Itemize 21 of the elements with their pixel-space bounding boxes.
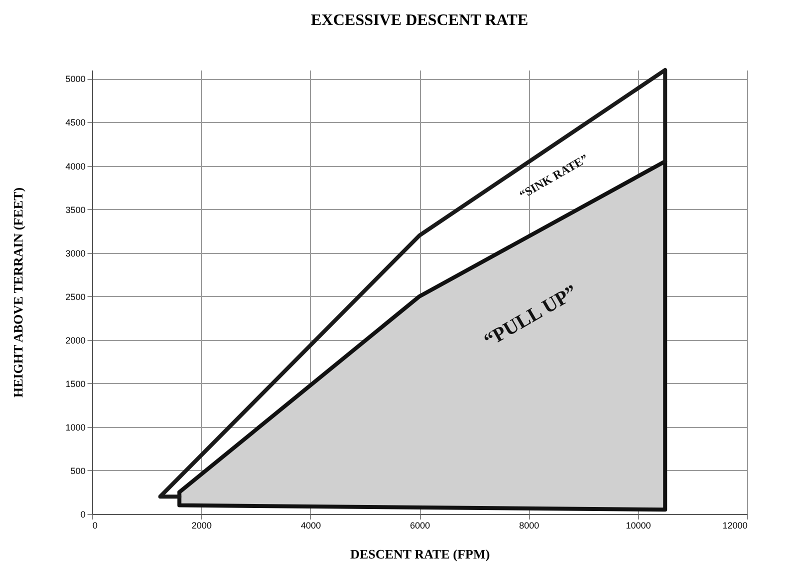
y-tick-label: 3500 <box>65 204 86 215</box>
y-tick-label: 4000 <box>65 161 86 172</box>
y-tick-label: 4500 <box>65 118 86 128</box>
chart-title: EXCESSIVE DESCENT RATE <box>310 12 528 29</box>
y-tick-label: 5000 <box>65 74 86 84</box>
y-tick-label: 0 <box>80 510 86 520</box>
y-tick-label: 2000 <box>65 335 86 346</box>
x-tick-label: 12000 <box>722 520 748 530</box>
y-tick-label: 3000 <box>65 248 86 258</box>
x-tick-label: 6000 <box>410 520 430 530</box>
y-tick-label: 1000 <box>65 422 86 432</box>
y-tick-label: 1500 <box>65 378 86 389</box>
x-tick-label: 2000 <box>192 520 212 530</box>
y-axis-title: HEIGHT ABOVE TERRAIN (FEET) <box>10 187 26 398</box>
x-tick-label: 0 <box>92 520 98 530</box>
y-tick-label: 500 <box>70 466 86 476</box>
x-tick-label: 8000 <box>519 520 540 530</box>
y-tick-label: 2500 <box>65 292 86 302</box>
x-tick-label: 10000 <box>626 520 651 530</box>
x-axis-title: DESCENT RATE (FPM) <box>350 546 490 562</box>
x-tick-label: 4000 <box>300 520 321 530</box>
